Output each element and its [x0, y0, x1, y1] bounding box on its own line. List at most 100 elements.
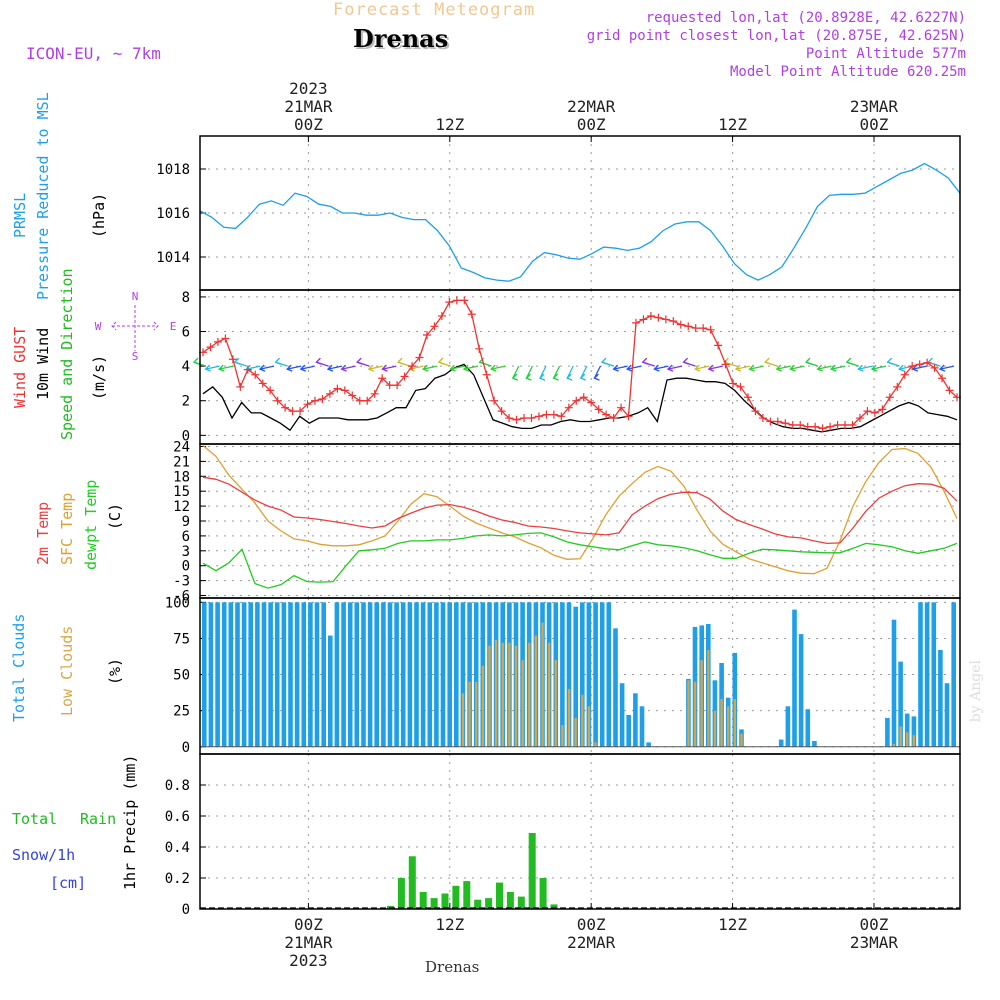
grid-coords: grid point closest lon,lat (20.875E, 42.… — [586, 28, 966, 44]
total-cloud-bar — [354, 602, 360, 747]
gust-marker — [258, 379, 267, 388]
wind-arrow-head — [870, 364, 878, 372]
wind-arrow-head — [299, 364, 307, 372]
gust-marker — [788, 420, 797, 429]
low-cloud-bar — [541, 622, 544, 747]
wind-arrow-head — [326, 364, 334, 372]
label-ms: (m/s) — [90, 355, 108, 400]
gust-line — [202, 299, 958, 430]
wind-arrow-head — [734, 364, 742, 372]
wind-ytick: 6 — [182, 325, 190, 341]
wind-arrow — [491, 365, 506, 370]
low-cloud-bar — [912, 735, 915, 747]
total-cloud-bar — [248, 602, 253, 747]
wind-arrow — [749, 365, 764, 370]
wind-ytick: 0 — [182, 428, 190, 444]
low-cloud-bar — [494, 639, 498, 747]
low-cloud-bar — [475, 681, 478, 747]
total-cloud-bar — [646, 742, 651, 747]
total-cloud-bar — [938, 650, 943, 747]
gust-marker — [736, 382, 745, 391]
gust-marker — [684, 322, 693, 331]
wind-arrow-head — [626, 364, 633, 372]
gust-marker — [572, 396, 581, 405]
gust-marker — [266, 386, 275, 395]
total-cloud-bar — [281, 602, 287, 747]
total-cloud-bar — [414, 602, 419, 747]
point-altitude: Point Altitude 577m — [805, 46, 966, 62]
wind-arrow-head — [286, 364, 293, 372]
low-cloud-bar — [554, 660, 557, 747]
gust-marker — [602, 410, 611, 419]
wind-arrow-head — [612, 364, 619, 372]
wind-ytick: 2 — [182, 394, 190, 410]
gust-marker — [221, 334, 230, 343]
temp-ytick: 18 — [173, 469, 190, 485]
total-cloud-bar — [347, 602, 353, 747]
rain-bar — [474, 899, 482, 909]
total-cloud-bar — [261, 602, 267, 747]
gust-marker — [818, 424, 827, 433]
wind-arrow — [817, 365, 832, 370]
wind-arrow-head — [490, 364, 497, 372]
gust-marker — [624, 412, 633, 421]
low-cloud-bar — [501, 642, 504, 747]
wind-arrow — [246, 365, 261, 370]
total-cloud-bar — [440, 602, 446, 747]
temp-ytick: 21 — [173, 454, 190, 470]
dewpt-line — [202, 532, 958, 589]
gust-marker — [437, 311, 446, 320]
gust-marker — [385, 381, 394, 390]
wind-arrow — [525, 365, 533, 379]
rain-bar — [419, 892, 427, 909]
wind-arrow-head — [204, 364, 211, 372]
low-cloud-bar — [468, 681, 471, 747]
wind-arrow — [708, 365, 723, 370]
label-celsius: (C) — [106, 503, 124, 530]
label-hpa: (hPa) — [90, 193, 108, 238]
gust-marker — [460, 296, 469, 305]
legend-snow: Snow/1h — [12, 846, 75, 864]
wind-arrow-head — [775, 364, 783, 372]
top-time-label: 12Z — [718, 115, 747, 134]
low-cloud-bar — [521, 660, 524, 747]
wind-arrow — [776, 365, 791, 370]
top-time-label: 00Z — [294, 115, 323, 134]
gust-marker — [422, 330, 431, 339]
total-cloud-bar — [593, 602, 598, 747]
gust-marker — [893, 382, 902, 391]
low-cloud-bar — [713, 710, 717, 747]
gust-marker — [520, 414, 529, 423]
rain-bar — [408, 856, 416, 909]
gust-marker — [908, 362, 917, 371]
gust-marker — [482, 370, 491, 379]
wind-arrow-head — [694, 364, 701, 372]
wind-ytick: 8 — [182, 290, 190, 306]
gust-marker — [758, 414, 767, 423]
wind-arrow-head — [804, 357, 812, 365]
total-cloud-bar — [911, 716, 917, 747]
wind-arrow-head — [258, 364, 266, 372]
wind-arrow — [613, 365, 628, 370]
pressure-ytick: 1016 — [156, 206, 190, 222]
wind-arrow — [627, 365, 642, 370]
wind-arrow — [219, 365, 234, 370]
wind-arrow-head — [356, 357, 363, 365]
top-time-label: 2023 — [289, 79, 328, 98]
footer-location: Drenas — [425, 958, 480, 976]
total-cloud-bar — [599, 602, 605, 747]
total-cloud-bar — [328, 635, 333, 747]
gust-marker — [415, 353, 424, 362]
sfc-temp-line — [202, 445, 958, 575]
gust-marker — [900, 370, 909, 379]
total-cloud-bar — [434, 602, 439, 747]
bottom-time-label: 21MAR — [284, 933, 333, 952]
wind-arrow-head — [938, 364, 946, 372]
wind-arrow — [259, 365, 275, 370]
legend-cm: [cm] — [50, 874, 86, 892]
wind-arrow — [450, 365, 465, 370]
label-pressure-msl: Pressure Reduced to MSL — [34, 92, 52, 300]
total-cloud-bar — [805, 709, 811, 747]
top-time-label: 22MAR — [567, 97, 616, 116]
wind-arrow — [831, 365, 846, 370]
